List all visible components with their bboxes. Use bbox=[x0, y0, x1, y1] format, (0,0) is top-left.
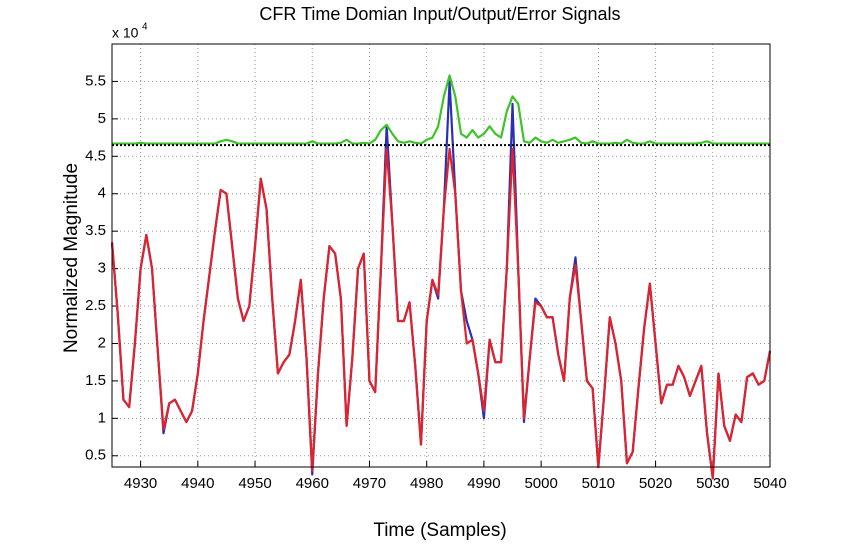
plot-frame bbox=[111, 43, 771, 468]
y-tick-label: 5 bbox=[98, 110, 106, 127]
y-tick-label: 3 bbox=[98, 260, 106, 277]
x-tick-label: 5040 bbox=[753, 475, 786, 492]
x-tick-label: 4930 bbox=[124, 475, 157, 492]
series-line bbox=[112, 74, 770, 145]
x-tick-label: 4990 bbox=[467, 475, 500, 492]
x-axis-label: Time (Samples) bbox=[373, 520, 506, 541]
x-tick-label: 5030 bbox=[696, 475, 729, 492]
y-multiplier-exponent: 4 bbox=[142, 22, 148, 33]
y-tick-label: 1 bbox=[98, 409, 106, 426]
x-tick-label: 5020 bbox=[639, 475, 672, 492]
x-tick-label: 4980 bbox=[410, 475, 443, 492]
x-tick-label: 5000 bbox=[524, 475, 557, 492]
y-tick-label: 2 bbox=[98, 334, 106, 351]
x-tick-label: 5010 bbox=[582, 475, 615, 492]
y-tick-label: 1.5 bbox=[85, 372, 106, 389]
y-tick-label: 4.5 bbox=[85, 147, 106, 164]
y-tick-label: 5.5 bbox=[85, 72, 106, 89]
y-tick-label: 3.5 bbox=[85, 222, 106, 239]
x-tick-label: 4940 bbox=[181, 475, 214, 492]
y-tick-label: 0.5 bbox=[85, 447, 106, 464]
chart-title: CFR Time Domian Input/Output/Error Signa… bbox=[259, 4, 620, 24]
y-axis-label: Normalized Magnitude bbox=[61, 163, 82, 353]
y-tick-label: 2.5 bbox=[85, 297, 106, 314]
series-line bbox=[110, 147, 772, 480]
x-tick-label: 4970 bbox=[353, 475, 386, 492]
x-tick-label: 4960 bbox=[296, 475, 329, 492]
y-tick-label: 4 bbox=[98, 185, 106, 202]
x-tick-label: 4950 bbox=[238, 475, 271, 492]
y-multiplier: x 10 bbox=[112, 25, 139, 41]
